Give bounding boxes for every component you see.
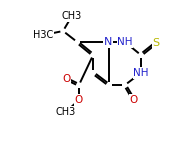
Text: CH3: CH3 <box>62 11 82 21</box>
Text: N: N <box>104 37 112 47</box>
Text: O: O <box>75 95 83 105</box>
Text: H3C: H3C <box>34 30 54 40</box>
Text: O: O <box>130 95 138 105</box>
Text: NH: NH <box>117 37 133 47</box>
Text: CH3: CH3 <box>56 107 76 117</box>
Text: O: O <box>62 74 71 84</box>
Text: S: S <box>152 38 160 48</box>
Text: NH: NH <box>133 68 149 78</box>
